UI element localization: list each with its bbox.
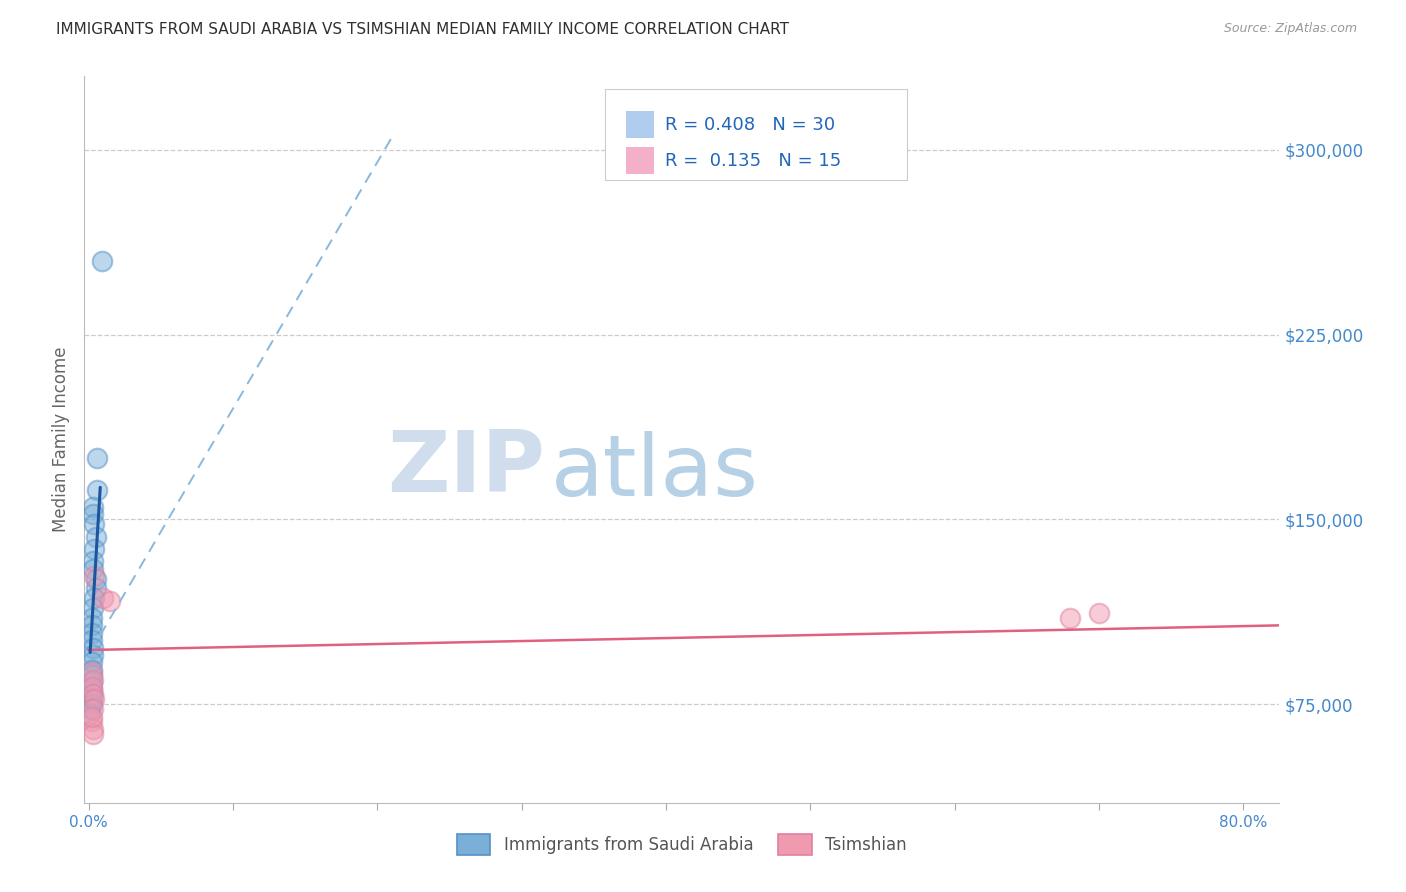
Point xyxy=(82,702,104,716)
Point xyxy=(82,562,104,576)
Text: R = 0.408   N = 30: R = 0.408 N = 30 xyxy=(665,116,835,134)
Point xyxy=(83,541,105,556)
Point xyxy=(98,593,121,607)
Point xyxy=(80,656,103,670)
Point xyxy=(80,680,103,694)
Point xyxy=(1059,611,1081,625)
Point xyxy=(82,500,104,514)
Point xyxy=(80,714,103,729)
Point xyxy=(82,722,104,736)
Text: atlas: atlas xyxy=(551,431,758,514)
Point xyxy=(80,611,103,625)
Text: R =  0.135   N = 15: R = 0.135 N = 15 xyxy=(665,152,841,169)
Point xyxy=(80,709,103,723)
Point xyxy=(82,687,104,701)
Point xyxy=(82,727,104,741)
Legend: Immigrants from Saudi Arabia, Tsimshian: Immigrants from Saudi Arabia, Tsimshian xyxy=(450,828,914,862)
Text: ZIP: ZIP xyxy=(387,427,544,510)
Point xyxy=(79,702,101,716)
Text: Source: ZipAtlas.com: Source: ZipAtlas.com xyxy=(1223,22,1357,36)
Point xyxy=(82,601,104,615)
Point xyxy=(84,572,107,586)
Point xyxy=(86,483,108,497)
Point xyxy=(80,667,103,681)
Point xyxy=(80,675,103,690)
Point xyxy=(1088,606,1111,620)
Y-axis label: Median Family Income: Median Family Income xyxy=(52,347,70,532)
Point xyxy=(80,682,103,697)
Point xyxy=(86,450,108,465)
Point xyxy=(82,508,104,522)
Point xyxy=(82,648,104,662)
Point xyxy=(83,591,105,606)
Point xyxy=(83,517,105,532)
Point xyxy=(91,591,114,606)
Point xyxy=(80,663,103,677)
Point xyxy=(83,569,105,583)
Point xyxy=(84,530,107,544)
Point xyxy=(80,697,103,711)
Point xyxy=(80,618,103,632)
Point xyxy=(80,692,103,706)
Point xyxy=(90,253,112,268)
Point xyxy=(83,692,105,706)
Text: IMMIGRANTS FROM SAUDI ARABIA VS TSIMSHIAN MEDIAN FAMILY INCOME CORRELATION CHART: IMMIGRANTS FROM SAUDI ARABIA VS TSIMSHIA… xyxy=(56,22,789,37)
Point xyxy=(84,582,107,596)
Point xyxy=(80,625,103,640)
Point xyxy=(80,665,103,680)
Point xyxy=(80,633,103,648)
Point xyxy=(79,707,101,722)
Point xyxy=(80,687,103,701)
Point xyxy=(82,640,104,655)
Point xyxy=(82,554,104,568)
Point xyxy=(82,673,104,687)
